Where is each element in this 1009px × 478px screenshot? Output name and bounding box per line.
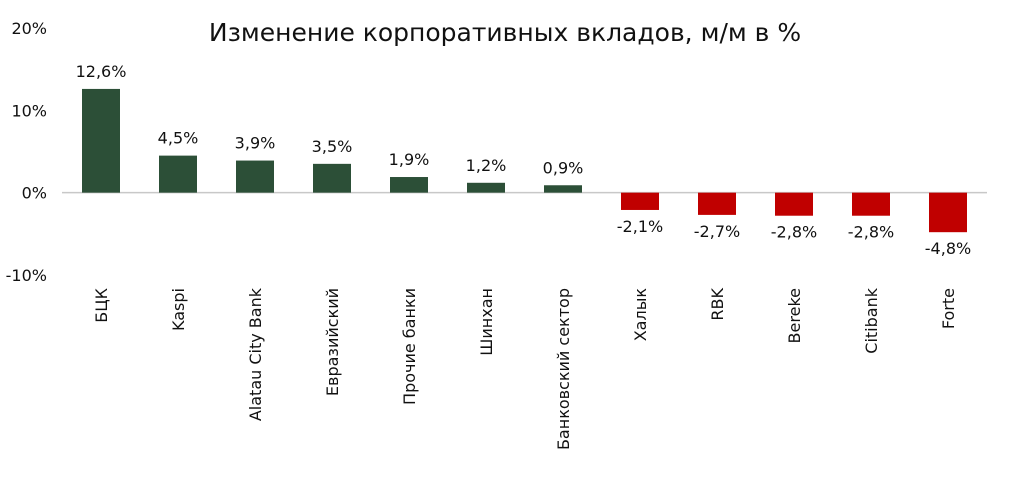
bar (929, 192, 967, 233)
category-label: Шинхан (477, 288, 496, 356)
y-tick-label: 0% (22, 184, 47, 203)
data-labels: 12,6% 4,5% 3,9% 3,5% 1,9% 1,2% 0,9% -2,1% -2,7% -… (76, 62, 972, 258)
category-label: Citibank (862, 287, 881, 353)
bar (159, 155, 197, 193)
data-label: -2,8% (848, 223, 894, 242)
data-label: -4,8% (925, 239, 971, 258)
category-label: БЦК (92, 287, 111, 322)
bar (390, 177, 428, 193)
bars (82, 88, 967, 233)
bar (775, 192, 813, 216)
data-label: -2,1% (617, 217, 663, 236)
category-label: Alatau City Bank (246, 287, 265, 421)
data-label: 4,5% (158, 129, 199, 148)
data-label: 12,6% (76, 62, 127, 81)
data-label: 3,9% (235, 134, 276, 153)
chart-title: Изменение корпоративных вкладов, м/м в % (209, 18, 801, 47)
bar (236, 160, 274, 193)
y-tick-label: 10% (11, 101, 47, 120)
category-label: Евразийский (323, 288, 342, 396)
category-labels: БЦК Kaspi Alatau City Bank Евразийский Прочи… (92, 287, 958, 450)
category-label: Forte (939, 288, 958, 329)
bar (467, 182, 505, 193)
y-tick-label: -10% (6, 266, 47, 285)
category-label: Халык (631, 288, 650, 342)
data-label: 0,9% (543, 158, 584, 177)
bar (852, 192, 890, 216)
data-label: 1,2% (466, 156, 507, 175)
bar (698, 192, 736, 215)
data-label: 1,9% (389, 150, 430, 169)
bar (544, 185, 582, 193)
category-label: Kaspi (169, 288, 188, 331)
data-label: -2,7% (694, 222, 740, 241)
category-label: RBK (708, 288, 727, 321)
y-axis-ticks: 20% 10% 0% -10% (6, 19, 47, 285)
category-label: Bereke (785, 288, 804, 343)
category-label: Банковский сектор (554, 288, 573, 450)
data-label: 3,5% (312, 137, 353, 156)
bar (82, 88, 120, 193)
bar (313, 163, 351, 193)
data-label: -2,8% (771, 223, 817, 242)
bar (621, 192, 659, 210)
category-label: Прочие банки (400, 288, 419, 405)
y-tick-label: 20% (11, 19, 47, 38)
